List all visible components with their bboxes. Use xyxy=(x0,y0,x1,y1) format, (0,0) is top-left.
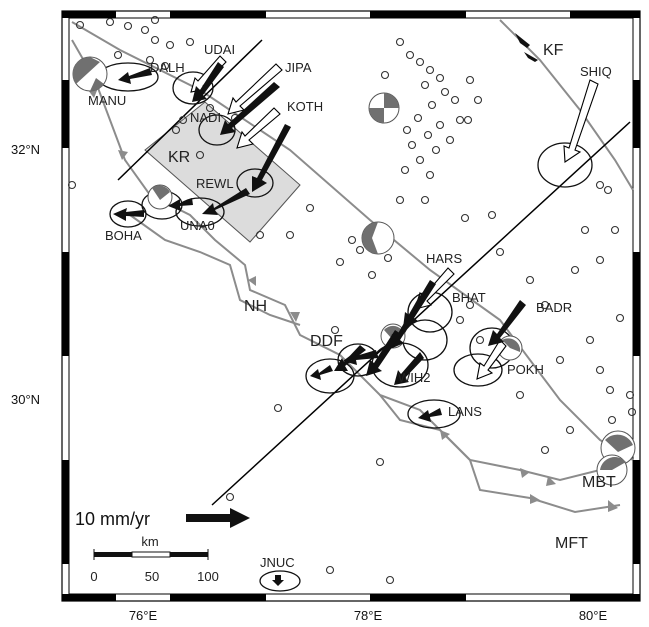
beachball-north xyxy=(368,92,400,124)
station-label-udai: UDAI xyxy=(204,42,235,57)
distance-scale-tick-50: 50 xyxy=(145,569,159,584)
velocity-scale-label: 10 mm/yr xyxy=(75,509,150,529)
beachball-east xyxy=(596,430,636,486)
station-label-koth: KOTH xyxy=(287,99,323,114)
region-label-kr: KR xyxy=(168,149,190,166)
distance-scale-unit: km xyxy=(141,534,158,549)
beachball-center xyxy=(361,221,395,255)
map-frame xyxy=(61,10,641,602)
station-label-lans: LANS xyxy=(448,404,482,419)
station-label-jipa: JIPA xyxy=(285,60,312,75)
station-label-dalh: DALH xyxy=(150,60,185,75)
station-label-pokh: POKH xyxy=(507,362,544,377)
station-label-wih2: WIH2 xyxy=(398,370,431,385)
station-label-badr: BADR xyxy=(536,300,572,315)
beachball-una0 xyxy=(147,184,173,210)
station-label-jnuc: JNUC xyxy=(260,555,295,570)
fault-label-mft: MFT xyxy=(555,535,588,552)
lon-label-76: 76°E xyxy=(129,608,158,623)
velocity-arrows xyxy=(113,33,599,586)
station-label-rewl: REWL xyxy=(196,176,234,191)
station-label-shiq: SHIQ xyxy=(580,64,612,79)
station-label-hars: HARS xyxy=(426,251,462,266)
region-label-ddf: DDF xyxy=(310,333,343,350)
station-label-una0: UNA0 xyxy=(180,218,215,233)
distance-scale-tick-100: 100 xyxy=(197,569,219,584)
station-label-nadi: NADI xyxy=(190,110,221,125)
lat-label-30: 30°N xyxy=(11,392,40,407)
velocity-scale-arrow xyxy=(186,508,250,528)
distance-scale-tick-0: 0 xyxy=(90,569,97,584)
lon-label-80: 80°E xyxy=(579,608,608,623)
profile-line-north xyxy=(117,39,263,181)
station-label-boha: BOHA xyxy=(105,228,142,243)
station-label-bhat: BHAT xyxy=(452,290,486,305)
lon-label-78: 78°E xyxy=(354,608,383,623)
earthquake-epicenters xyxy=(67,15,637,585)
fault-label-kf: KF xyxy=(543,42,564,59)
station-label-manu: MANU xyxy=(88,93,126,108)
beachball-manu xyxy=(72,56,108,92)
fault-label-mbt: MBT xyxy=(582,474,616,491)
lat-label-32: 32°N xyxy=(11,142,40,157)
region-label-nh: NH xyxy=(244,298,267,315)
profile-line-main xyxy=(211,121,631,506)
focal-mechanisms xyxy=(72,56,636,486)
distance-scale: km 0 50 100 xyxy=(90,534,218,584)
